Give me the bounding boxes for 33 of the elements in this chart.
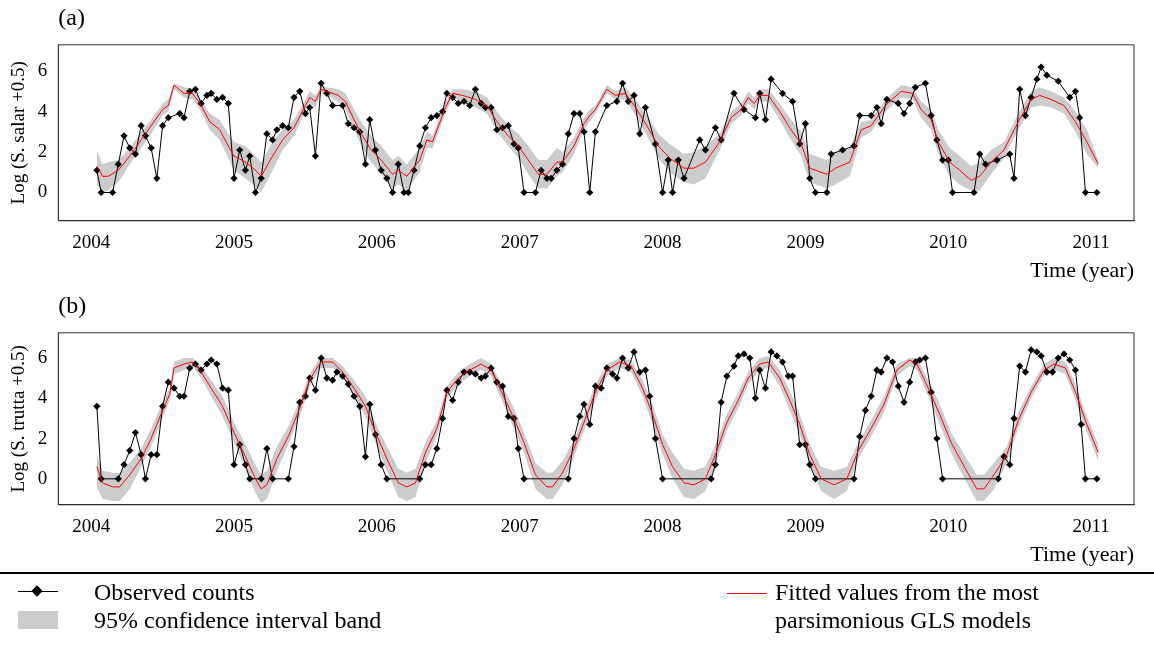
- x-tick-label: 2007: [500, 515, 539, 537]
- x-tick-label: 2008: [643, 515, 682, 537]
- legend-label: Fitted values from the most parsimonious GLS models: [775, 578, 1040, 634]
- y-tick-label: 0: [37, 180, 48, 202]
- y-tick-label: 4: [37, 386, 48, 408]
- x-axis-title: Time (year): [1030, 540, 1134, 566]
- x-tick-label: 2007: [500, 231, 539, 253]
- x-tick-label: 2009: [786, 231, 825, 253]
- y-axis-title: Log (S. salar +0.5): [7, 61, 30, 205]
- y-tick-label: 6: [37, 345, 48, 367]
- x-tick-label: 2006: [357, 515, 396, 537]
- y-tick-label: 0: [37, 466, 48, 488]
- x-tick-label: 2005: [215, 515, 254, 537]
- chart-title: (b): [58, 291, 87, 318]
- x-tick-label: 2011: [1072, 515, 1110, 537]
- x-tick-label: 2005: [215, 231, 254, 253]
- text: 95% confidence interval band: [94, 606, 382, 634]
- x-tick-label: 2008: [643, 231, 682, 253]
- y-axis-title: Log (S. trutta +0.5): [7, 345, 30, 493]
- y-tick-label: 4: [37, 99, 48, 121]
- x-tick-label: 2004: [72, 515, 111, 537]
- legend-label: Observed counts: [94, 578, 255, 606]
- x-tick-label: 2010: [929, 231, 968, 253]
- chart-title: (a): [58, 3, 85, 30]
- x-axis-title: Time (year): [1030, 256, 1134, 282]
- x-tick-label: 2011: [1072, 231, 1110, 253]
- x-tick-label: 2009: [786, 515, 825, 537]
- x-tick-label: 2006: [357, 231, 396, 253]
- y-tick-label: 6: [37, 59, 48, 81]
- x-tick-label: 2010: [929, 515, 968, 537]
- y-tick-label: 2: [37, 140, 48, 161]
- y-tick-label: 2: [37, 426, 48, 448]
- x-tick-label: 2004: [72, 231, 111, 253]
